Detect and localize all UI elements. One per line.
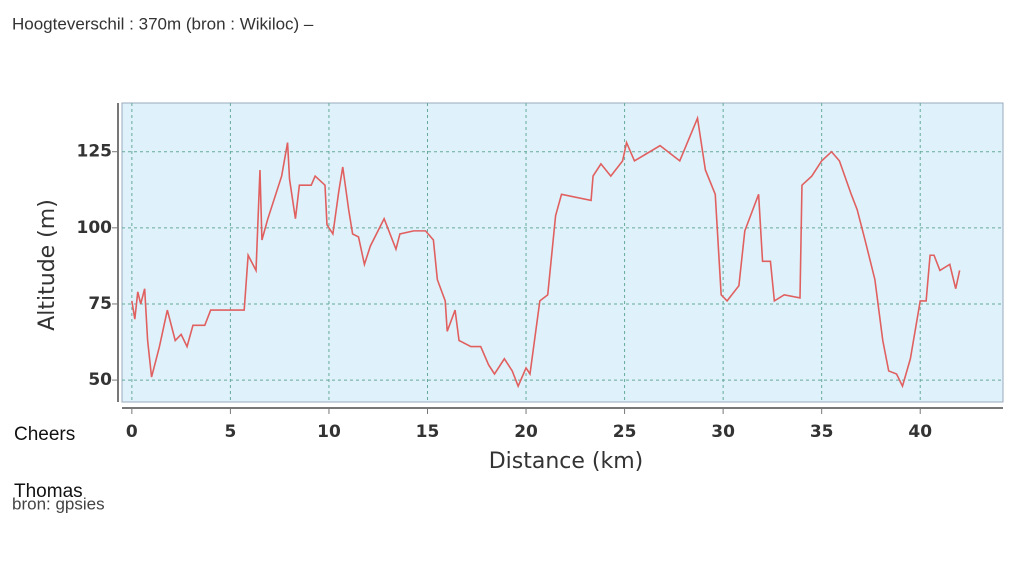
x-tick-label: 30: [711, 422, 735, 442]
y-tick-label: 100: [77, 218, 113, 238]
x-tick-label: 10: [317, 422, 341, 442]
x-axis-label: Distance (km): [489, 449, 644, 474]
x-tick-label: 5: [224, 422, 236, 442]
x-tick-label: 40: [908, 422, 932, 442]
x-tick-label: 15: [416, 422, 440, 442]
source-text: bron: gpsies: [12, 494, 105, 513]
signature: Thomas: [14, 481, 83, 502]
cheers-text: Cheers: [14, 424, 75, 445]
x-tick-label: 35: [810, 422, 834, 442]
x-tick-label: 20: [514, 422, 538, 442]
elevation-line: [131, 115, 961, 389]
y-tick-label: 125: [77, 142, 113, 162]
x-tick-label: 0: [126, 422, 138, 442]
heading: Hoogteverschil : 370m (bron : Wikiloc) –: [12, 14, 314, 33]
x-tick-label: 25: [613, 422, 637, 442]
y-axis-label: Altitude (m): [35, 199, 60, 331]
y-tick-label: 50: [88, 370, 112, 390]
plot-area: [121, 102, 1004, 403]
y-tick-label: 75: [88, 294, 112, 314]
